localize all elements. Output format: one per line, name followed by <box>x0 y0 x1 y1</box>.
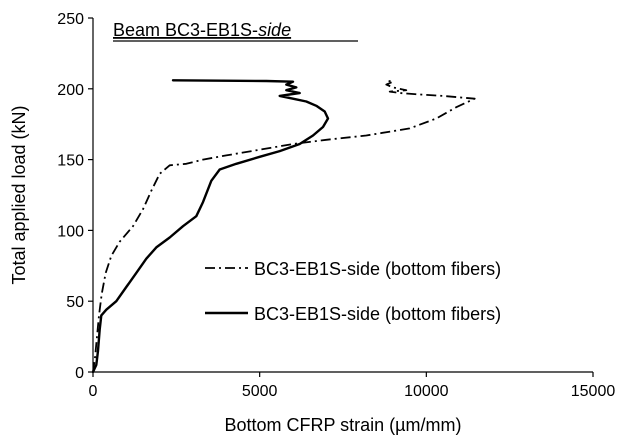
svg-text:Beam BC3-EB1S-side: Beam BC3-EB1S-side <box>113 20 291 40</box>
x-tick-label-2: 10000 <box>404 383 449 400</box>
y-tick-label-3: 150 <box>57 153 84 170</box>
chart-title-suffix: side <box>258 20 291 40</box>
chart-title: Beam BC3-EB1S-side <box>113 20 358 42</box>
legend-label-0: BC3-EB1S-side (bottom fibers) <box>254 259 501 279</box>
y-tick-label-2: 100 <box>57 223 84 240</box>
y-tick-label-0: 0 <box>75 365 84 382</box>
axes-layer <box>92 18 593 373</box>
y-axis-title: Total applied load (kN) <box>9 105 29 284</box>
y-tick-label-1: 50 <box>66 294 84 311</box>
y-tick-label-4: 200 <box>57 82 84 99</box>
legend-label-1: BC3-EB1S-side (bottom fibers) <box>254 304 501 324</box>
legend: BC3-EB1S-side (bottom fibers) BC3-EB1S-s… <box>205 259 501 324</box>
chart-title-prefix: Beam BC3-EB1S- <box>113 20 258 40</box>
x-tick-label-0: 0 <box>89 383 98 400</box>
x-axis-title: Bottom CFRP strain (µm/mm) <box>224 415 461 435</box>
ticks-layer: 0 5000 10000 15000 0 50 100 150 200 250 <box>57 11 615 400</box>
x-tick-label-1: 5000 <box>242 383 278 400</box>
series-line-solid <box>91 79 330 374</box>
series-line-dash-dot <box>92 79 476 373</box>
series-layer <box>91 79 476 374</box>
y-tick-label-5: 250 <box>57 11 84 28</box>
x-tick-label-3: 15000 <box>571 383 616 400</box>
